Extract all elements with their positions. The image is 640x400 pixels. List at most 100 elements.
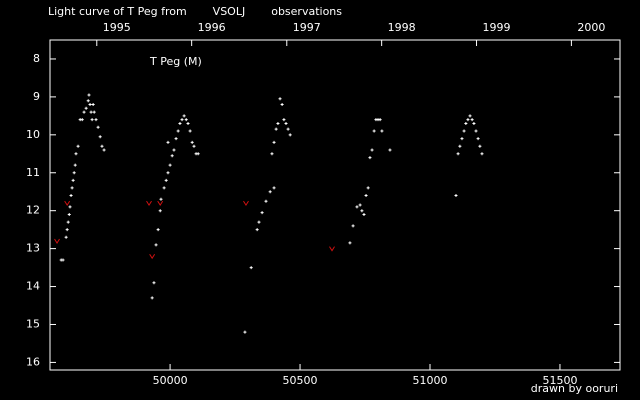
data-point — [74, 152, 78, 156]
data-point — [372, 129, 376, 133]
data-point — [91, 102, 95, 106]
data-point — [478, 144, 482, 148]
data-point — [474, 129, 478, 133]
data-point — [368, 156, 372, 160]
data-point — [257, 220, 261, 224]
data-point — [470, 118, 474, 122]
data-point — [150, 296, 154, 300]
data-point — [274, 127, 278, 131]
annotation: T Peg (M) — [149, 55, 202, 68]
data-point — [380, 129, 384, 133]
x-tick-label: 50500 — [283, 374, 318, 387]
data-point — [65, 228, 69, 232]
data-point — [73, 163, 77, 167]
data-point — [260, 211, 264, 215]
data-point — [358, 203, 362, 207]
x2-tick-label: 1997 — [293, 21, 321, 34]
data-point — [480, 152, 484, 156]
x2-tick-label: 1995 — [103, 21, 131, 34]
data-point — [82, 110, 86, 114]
data-point — [264, 199, 268, 203]
data-point — [460, 137, 464, 141]
x-tick-label: 51500 — [542, 374, 577, 387]
data-point — [170, 154, 174, 158]
data-point — [54, 238, 60, 244]
data-point — [255, 228, 259, 232]
data-point — [96, 125, 100, 129]
data-point — [182, 114, 186, 118]
data-point — [180, 118, 184, 122]
data-point — [66, 220, 70, 224]
y-tick-label: 14 — [26, 280, 40, 293]
data-point — [288, 133, 292, 137]
data-point — [157, 200, 164, 207]
data-point — [92, 110, 96, 114]
data-point — [162, 186, 166, 190]
data-point — [186, 121, 190, 125]
data-point — [278, 97, 282, 101]
data-point — [64, 200, 71, 207]
data-point — [364, 194, 368, 198]
x-tick-label: 51000 — [413, 374, 448, 387]
data-point — [280, 102, 284, 106]
data-point — [146, 200, 152, 207]
data-point — [378, 118, 382, 122]
data-point — [87, 93, 91, 97]
data-point — [456, 152, 460, 156]
data-point — [149, 253, 156, 260]
data-point — [192, 144, 196, 148]
x2-tick-label: 1998 — [388, 21, 416, 34]
data-point — [86, 99, 90, 103]
data-point — [152, 281, 156, 285]
data-point — [154, 243, 158, 247]
y-tick-label: 16 — [26, 355, 40, 368]
data-point — [168, 163, 172, 167]
data-point — [388, 148, 392, 152]
data-point — [462, 129, 466, 133]
data-point — [468, 114, 472, 118]
data-point — [458, 144, 462, 148]
data-point — [249, 266, 253, 270]
credit: drawn by ooruri — [531, 382, 618, 395]
data-point — [476, 137, 480, 141]
y-tick-label: 9 — [33, 90, 40, 103]
data-point — [268, 190, 272, 194]
y-tick-label: 10 — [26, 128, 40, 141]
data-point — [282, 118, 286, 122]
data-point — [76, 144, 80, 148]
data-point — [360, 209, 364, 213]
plot-frame — [49, 39, 621, 371]
data-point — [243, 330, 247, 334]
data-point — [94, 118, 98, 122]
x-tick-label: 50000 — [153, 374, 188, 387]
data-point — [276, 121, 280, 125]
data-point — [102, 148, 106, 152]
data-point — [472, 121, 476, 125]
chart-title: Light curve of T Peg from — [48, 5, 187, 18]
y-tick-label: 13 — [26, 242, 40, 255]
data-point — [351, 224, 355, 228]
y-tick-label: 12 — [26, 204, 40, 217]
data-point — [67, 212, 71, 216]
data-point — [184, 118, 188, 122]
chart-title: observations — [271, 5, 342, 18]
data-point — [71, 178, 75, 182]
data-point — [70, 186, 74, 190]
data-point — [329, 246, 335, 252]
data-point — [164, 178, 168, 182]
data-point — [90, 118, 94, 122]
data-point — [72, 171, 76, 175]
data-point — [272, 140, 276, 144]
data-point — [243, 200, 249, 207]
y-tick-label: 8 — [33, 52, 40, 65]
data-point — [89, 110, 93, 114]
data-point — [176, 129, 180, 133]
data-point — [158, 209, 162, 213]
data-point — [166, 171, 170, 175]
data-point — [454, 194, 458, 198]
data-point — [156, 228, 160, 232]
data-point — [366, 186, 370, 190]
data-point — [190, 140, 194, 144]
data-point — [69, 194, 73, 198]
data-point — [172, 148, 176, 152]
